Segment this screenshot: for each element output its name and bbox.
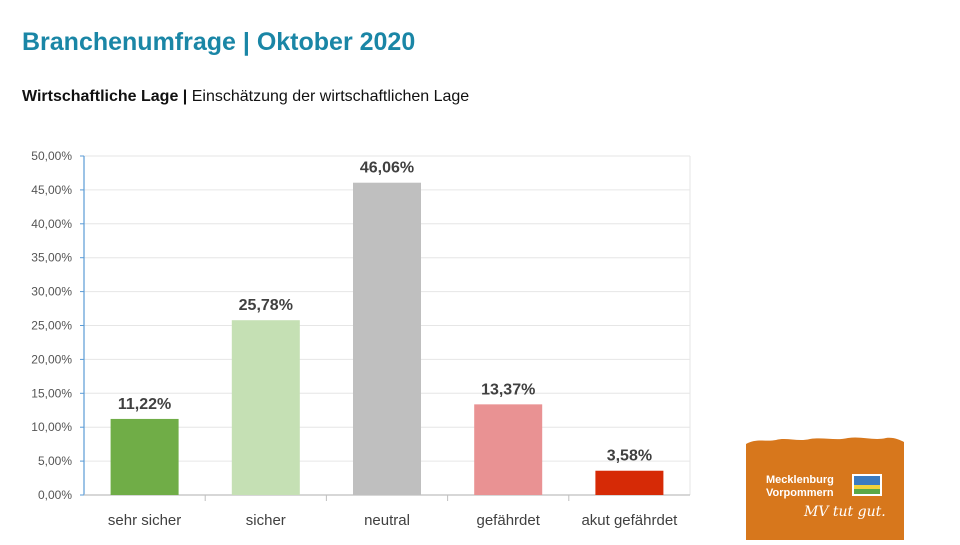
page-title: Branchenumfrage | Oktober 2020	[22, 28, 416, 56]
y-tick-label: 50,00%	[31, 149, 72, 163]
logo-wordmark: Mecklenburg Vorpommern	[766, 474, 834, 500]
y-tick-label: 5,00%	[38, 454, 72, 468]
subtitle-description: Einschätzung der wirtschaftlichen Lage	[187, 88, 470, 105]
data-label: 11,22%	[118, 396, 171, 413]
logo-line2: Vorpommern	[766, 487, 834, 499]
bar	[231, 320, 300, 495]
logo-shape	[746, 437, 904, 540]
y-tick-label: 10,00%	[31, 420, 72, 434]
mecklenburg-vorpommern-logo: Mecklenburg Vorpommern MV tut gut.	[746, 436, 904, 540]
data-label: 46,06%	[360, 160, 414, 177]
x-tick-label: akut gefährdet	[581, 512, 678, 529]
subtitle-topic: Wirtschaftliche Lage |	[22, 88, 188, 105]
y-tick-label: 40,00%	[31, 217, 72, 231]
bar	[595, 470, 664, 495]
bar	[110, 418, 179, 495]
bar	[353, 182, 421, 495]
y-tick-label: 35,00%	[31, 251, 72, 265]
chart-subtitle: Wirtschaftliche Lage | Einschätzung der …	[22, 88, 469, 106]
bar	[474, 404, 543, 495]
data-label: 13,37%	[481, 381, 535, 398]
y-tick-label: 25,00%	[31, 319, 72, 333]
data-label: 3,58%	[607, 448, 652, 465]
y-tick-label: 30,00%	[31, 285, 72, 299]
x-tick-label: sicher	[246, 512, 286, 529]
y-tick-label: 15,00%	[31, 386, 72, 400]
y-tick-label: 0,00%	[38, 488, 72, 502]
y-tick-label: 20,00%	[31, 352, 72, 366]
logo-background	[746, 437, 904, 540]
logo-emblem	[852, 474, 882, 496]
data-label: 25,78%	[239, 297, 293, 314]
y-tick-label: 45,00%	[31, 183, 72, 197]
x-tick-label: gefährdet	[477, 512, 541, 529]
x-tick-label: neutral	[364, 512, 410, 529]
logo-line1: Mecklenburg	[766, 474, 834, 486]
logo-slogan: MV tut gut.	[804, 504, 886, 520]
x-tick-label: sehr sicher	[108, 512, 181, 529]
